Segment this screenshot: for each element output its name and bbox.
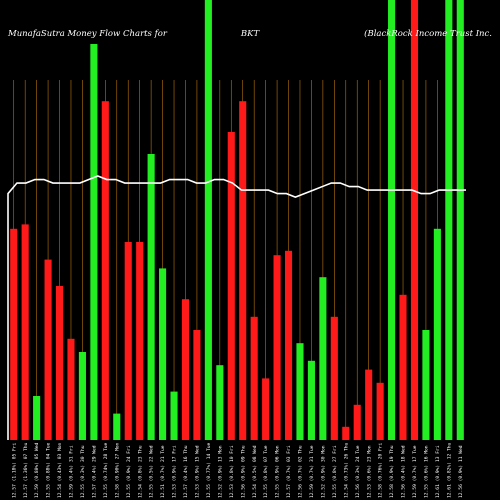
x-tick-label: 12.61 (0.9%) 13 Fri [435,445,441,498]
bar-red [250,316,258,440]
chart-title-left: MunafaSutra Money Flow Charts for [7,29,168,39]
bar-green [296,343,304,440]
x-axis-tick-labels: 12.57 (1.18%) 05 Fri 12.57 (1.36%) 07 Thu… [11,442,464,498]
x-tick-label: 12.58 (0.76%) 20 Fri [378,442,384,498]
x-tick-label: 12.51 (0.7%) 21 Tue [160,445,166,498]
bar-green [307,360,315,440]
bar-green [319,277,327,440]
bar-red [353,404,361,440]
bar-red [227,132,235,440]
x-tick-label: 12.54 (0.73%) 26 Thu [343,442,349,498]
bar-green [456,0,464,440]
bar-series [10,0,464,440]
bar-green [170,391,178,440]
x-tick-label: 12.52 (0.9%) 30 Mon [320,445,326,498]
x-tick-label: 12.54 (0.43%) 03 Mon [57,442,63,498]
bar-green [159,268,167,440]
x-tick-label: 12.57 (0.7%) 03 Fri [286,445,292,498]
chart-title-center: BKT [240,29,261,39]
x-tick-label: 12.55 (0.88%) 04 Tue [46,442,52,498]
x-tick-label: 12.59 (0.80%) 05 Wed [34,442,40,498]
bar-green [204,0,212,440]
bar-red [273,255,281,440]
bar-green [90,44,98,440]
bar-green [147,154,155,440]
x-tick-label: 12.56 (0.9%) 09 Thu [240,445,246,498]
price-line-series [7,175,466,440]
bar-green [445,0,453,440]
bar-red [399,294,407,440]
bar-red [342,426,350,440]
bar-green [422,330,430,440]
x-tick-label: 12.56 (0.3%) 24 Tue [355,445,361,498]
x-tick-label: 12.53 (0.9%) 15 Wed [195,445,201,498]
bar-red [365,369,373,440]
x-tick-label: 12.57 (0.4%) 29 Wed [91,445,97,498]
bar-green [33,396,41,440]
x-tick-label: 12.61 (0.82%) 12 Thu [446,442,452,498]
x-tick-label: 12.56 (0.9%) 11 Wed [458,445,464,498]
x-tick-label: 12.55 (0.8%) 07 Tue [263,445,269,498]
x-tick-label: 12.58 (0.9%) 19 Thu [389,445,395,498]
bar-red [239,101,247,440]
x-tick-label: 12.57 (1.18%) 05 Fri [11,442,17,498]
bar-red [124,242,132,440]
x-tick-label: 12.55 (0.9%) 06 Mon [275,445,281,498]
x-tick-label: 12.59 (0.7%) 17 Tue [412,445,418,498]
x-tick-label: 12.55 (0.8%) 27 Fri [332,445,338,498]
bar-red [410,0,419,440]
bar-green [113,413,121,440]
x-tick-label: 12.52 (0.9%) 13 Mon [217,445,223,498]
bar-green [78,352,86,440]
bar-red [376,382,384,440]
chart-title-right: (BlackRock Income Trust Inc. [364,28,492,39]
x-tick-label: 12.57 (0.4%) 16 Thu [183,445,189,498]
price-line [7,175,466,440]
bar-red [330,316,338,440]
x-tick-label: 12.59 (0.4%) 31 Fri [69,445,75,498]
x-tick-label: 12.59 (0.7%) 31 Tue [309,445,315,498]
x-tick-label: 12.55 (0.3%) 30 Thu [80,445,86,498]
x-tick-label: 12.55 (0.9%) 24 Fri [126,445,132,498]
x-tick-label: 12.55 (0.5%) 22 Wed [149,445,155,498]
bar-red [284,250,293,440]
bar-red [21,224,29,440]
bar-red [136,242,144,440]
x-tick-label: 12.57 (1.36%) 07 Thu [23,442,29,498]
bar-red [10,228,18,440]
bar-green [433,228,441,440]
x-tick-label: 12.54 (0.8%) 23 Thu [137,445,143,498]
x-tick-label: 12.56 (0.7%) 02 Thu [298,445,304,498]
x-tick-label: 12.54 (0.5%) 08 Wed [252,445,258,498]
bar-green [388,0,396,440]
bar-red [262,378,270,440]
x-tick-label: 12.55 (0.74%) 28 Tue [103,442,109,498]
bar-green [216,365,224,440]
bar-red [193,330,201,440]
x-tick-label: 12.55 (0.77%) 14 Tue [206,442,212,498]
bar-red [67,338,75,440]
x-tick-label: 12.55 (0.6%) 16 Mon [424,445,430,498]
bar-red [101,101,109,440]
x-tick-label: 12.58 (0.90%) 27 Mon [114,442,120,498]
x-tick-label: 12.56 (0.4%) 18 Wed [401,445,407,498]
bar-red [181,299,190,440]
x-tick-label: 12.53 (0.6%) 23 Mon [366,445,372,498]
x-tick-label: 12.53 (0.9%) 17 Fri [172,445,178,498]
x-tick-label: 12.53 (0.8%) 10 Fri [229,445,235,498]
bar-red [44,259,52,440]
bar-red [55,286,64,440]
